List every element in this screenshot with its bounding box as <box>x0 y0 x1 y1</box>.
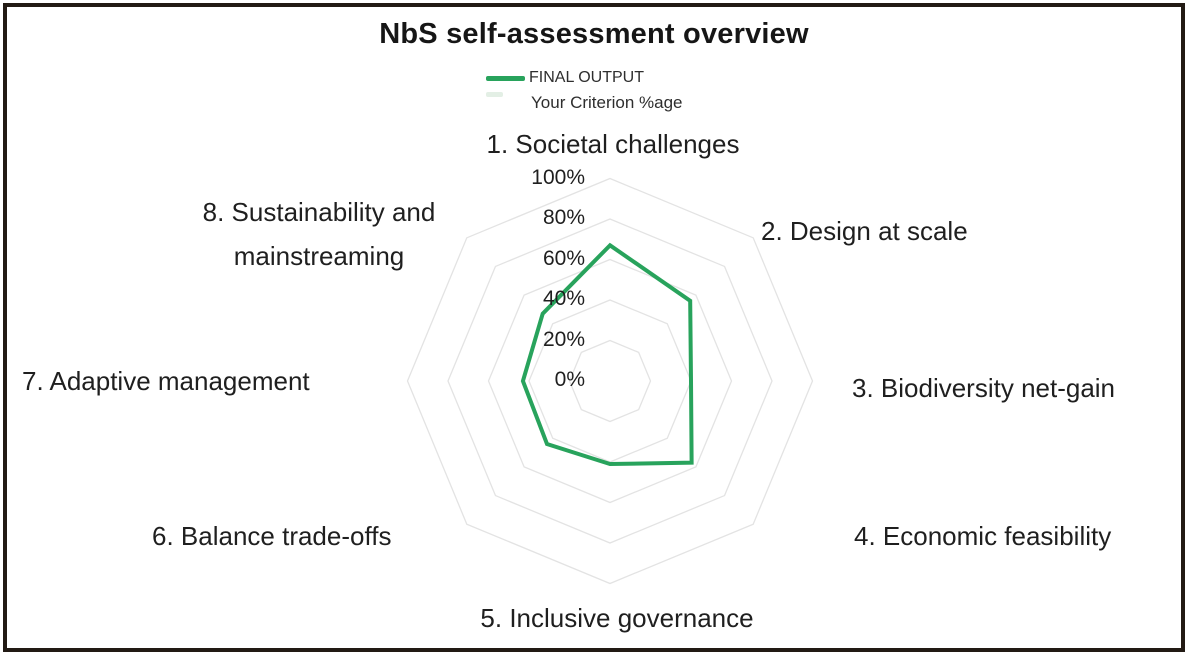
legend-series1-line-swatch <box>486 76 525 81</box>
axis-label-inclusive-governance: 5. Inclusive governance <box>480 603 754 633</box>
radial-tick-80: 80% <box>542 206 585 229</box>
axis-label-societal-challenges: 1. Societal challenges <box>486 129 740 159</box>
gridline-100 <box>406 177 814 585</box>
axis-label-biodiversity-net-gain: 3. Biodiversity net-gain <box>852 373 1116 403</box>
legend-series2-line-swatch <box>486 92 503 97</box>
axis-label-economic-feasibility: 4. Economic feasibility <box>854 521 1112 551</box>
radial-tick-40: 40% <box>542 287 585 310</box>
legend-series2-label: Your Criterion %age <box>531 93 683 112</box>
radial-tick-60: 60% <box>542 246 585 270</box>
legend-series1-label: FINAL OUTPUT <box>529 69 644 86</box>
chart-title: NbS self-assessment overview <box>379 18 809 50</box>
axis-label-sustainability-mainstreaming: 8. Sustainability and mainstreaming <box>202 197 436 271</box>
gridline-60 <box>487 258 733 504</box>
gridline-80 <box>447 218 773 544</box>
axis-label-adaptive-management: 7. Adaptive management <box>22 366 310 396</box>
gridline-20 <box>568 339 652 423</box>
series-polygon-final-output <box>520 242 694 467</box>
axis-label-balance-trade-offs: 6. Balance trade-offs <box>152 521 392 551</box>
radial-tick-20: 20% <box>542 327 585 351</box>
radar-chart <box>406 177 814 585</box>
axis-label-design-at-scale: 2. Design at scale <box>761 216 968 246</box>
radial-tick-0: 0% <box>554 368 585 391</box>
radial-tick-100: 100% <box>531 165 585 189</box>
